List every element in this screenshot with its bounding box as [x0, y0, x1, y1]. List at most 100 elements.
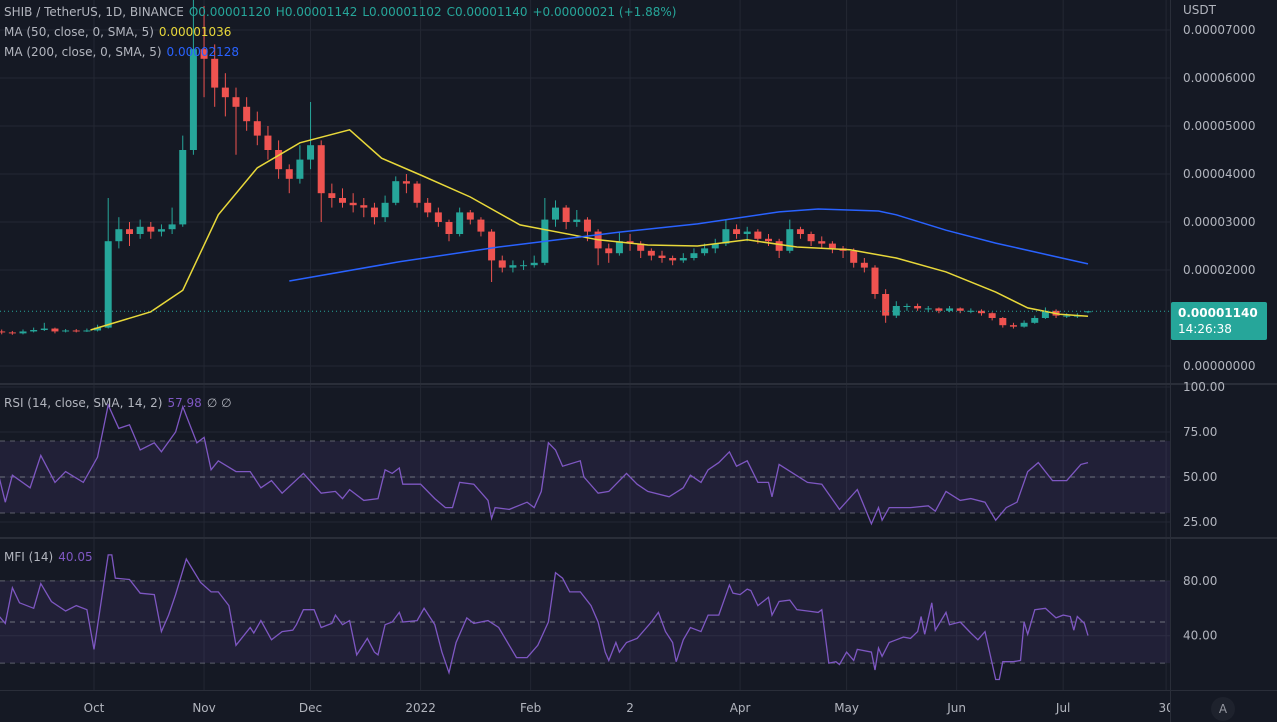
- candle[interactable]: [264, 126, 272, 160]
- candle[interactable]: [669, 255, 677, 266]
- candle[interactable]: [424, 198, 432, 218]
- candle[interactable]: [935, 307, 943, 314]
- candle[interactable]: [253, 111, 261, 146]
- candle[interactable]: [83, 328, 91, 332]
- candle[interactable]: [221, 73, 229, 117]
- candle[interactable]: [882, 289, 890, 323]
- time-axis[interactable]: Oct Nov Dec 2022 Feb 2 Apr May Jun Jul 30: [84, 701, 1174, 715]
- candle[interactable]: [72, 329, 80, 333]
- ma50-legend[interactable]: MA (50, close, 0, SMA, 5) 0.00001036: [4, 24, 236, 40]
- candle[interactable]: [168, 207, 176, 234]
- candle[interactable]: [530, 255, 538, 268]
- candle[interactable]: [796, 226, 804, 239]
- candle[interactable]: [211, 44, 219, 107]
- candle[interactable]: [339, 188, 346, 208]
- candle[interactable]: [317, 140, 325, 222]
- candle[interactable]: [818, 236, 826, 249]
- candle[interactable]: [104, 198, 112, 329]
- candle[interactable]: [157, 224, 165, 237]
- candle[interactable]: [434, 207, 442, 227]
- pane-separator-mfi[interactable]: [0, 537, 1277, 539]
- candle[interactable]: [903, 303, 911, 311]
- candle[interactable]: [477, 217, 485, 237]
- mfi-label[interactable]: MFI (14): [4, 550, 54, 564]
- candle[interactable]: [328, 183, 336, 208]
- candle[interactable]: [126, 222, 133, 246]
- candle[interactable]: [967, 308, 975, 314]
- candle[interactable]: [978, 309, 985, 316]
- rsi-label[interactable]: RSI (14, close, SMA, 14, 2): [4, 396, 163, 410]
- ma200-label[interactable]: MA (200, close, 0, SMA, 5): [4, 45, 162, 59]
- candle[interactable]: [413, 181, 421, 208]
- rsi-line[interactable]: [0, 402, 1089, 526]
- candle[interactable]: [892, 301, 900, 318]
- candle[interactable]: [1031, 315, 1039, 324]
- candle[interactable]: [946, 306, 954, 313]
- candle[interactable]: [445, 219, 453, 242]
- candle[interactable]: [765, 234, 772, 246]
- candle[interactable]: [509, 260, 517, 273]
- price-pane[interactable]: [0, 0, 1170, 335]
- candle[interactable]: [392, 176, 400, 206]
- candle[interactable]: [520, 260, 528, 270]
- candle[interactable]: [914, 303, 922, 311]
- candle[interactable]: [711, 238, 719, 254]
- candle[interactable]: [0, 329, 6, 335]
- ma50-line[interactable]: [90, 128, 1089, 331]
- candle[interactable]: [275, 140, 283, 179]
- candle[interactable]: [349, 193, 357, 213]
- candle[interactable]: [722, 219, 730, 246]
- candle[interactable]: [136, 219, 144, 239]
- candle[interactable]: [30, 327, 38, 333]
- candle[interactable]: [690, 248, 698, 261]
- candle[interactable]: [19, 329, 27, 335]
- candle[interactable]: [562, 205, 570, 230]
- symbol-title[interactable]: SHIB / TetherUS, 1D, BINANCE: [4, 5, 184, 19]
- candle[interactable]: [456, 207, 464, 237]
- candle[interactable]: [1041, 307, 1049, 319]
- candle[interactable]: [605, 243, 613, 263]
- candle[interactable]: [871, 265, 879, 299]
- candle[interactable]: [860, 258, 868, 273]
- candle[interactable]: [498, 255, 506, 273]
- rsi-pane[interactable]: [0, 402, 1089, 526]
- candle[interactable]: [839, 246, 847, 258]
- candle[interactable]: [615, 231, 623, 256]
- candle[interactable]: [40, 322, 48, 331]
- candle[interactable]: [360, 198, 368, 218]
- candle[interactable]: [402, 174, 410, 194]
- candle[interactable]: [552, 200, 559, 227]
- candle[interactable]: [956, 307, 964, 314]
- candle[interactable]: [51, 327, 59, 334]
- pane-separator-rsi[interactable]: [0, 383, 1277, 385]
- candle[interactable]: [232, 87, 240, 155]
- candle[interactable]: [243, 97, 251, 131]
- candle[interactable]: [296, 145, 304, 184]
- mfi-legend[interactable]: MFI (14) 40.05: [4, 549, 98, 565]
- ma50-label[interactable]: MA (50, close, 0, SMA, 5): [4, 25, 154, 39]
- ma200-legend[interactable]: MA (200, close, 0, SMA, 5) 0.00002128: [4, 44, 244, 60]
- candle[interactable]: [179, 135, 187, 227]
- candle[interactable]: [488, 229, 496, 282]
- candle[interactable]: [466, 210, 474, 225]
- candle[interactable]: [62, 329, 70, 333]
- candle[interactable]: [647, 248, 655, 261]
- candle[interactable]: [658, 250, 666, 263]
- candle[interactable]: [743, 226, 751, 242]
- auto-scale-button[interactable]: A: [1211, 697, 1235, 721]
- candle[interactable]: [1020, 320, 1028, 328]
- candle[interactable]: [307, 102, 315, 170]
- candle[interactable]: [381, 195, 389, 222]
- candle[interactable]: [1009, 322, 1017, 329]
- mfi-line[interactable]: [0, 554, 1089, 681]
- candle[interactable]: [189, 0, 197, 155]
- candle[interactable]: [370, 202, 378, 225]
- candle[interactable]: [679, 253, 687, 263]
- candle[interactable]: [147, 222, 155, 239]
- candle[interactable]: [786, 219, 794, 254]
- ma200-line[interactable]: [289, 208, 1089, 282]
- rsi-legend[interactable]: RSI (14, close, SMA, 14, 2) 57.98 ∅ ∅: [4, 395, 237, 411]
- candle[interactable]: [285, 164, 293, 194]
